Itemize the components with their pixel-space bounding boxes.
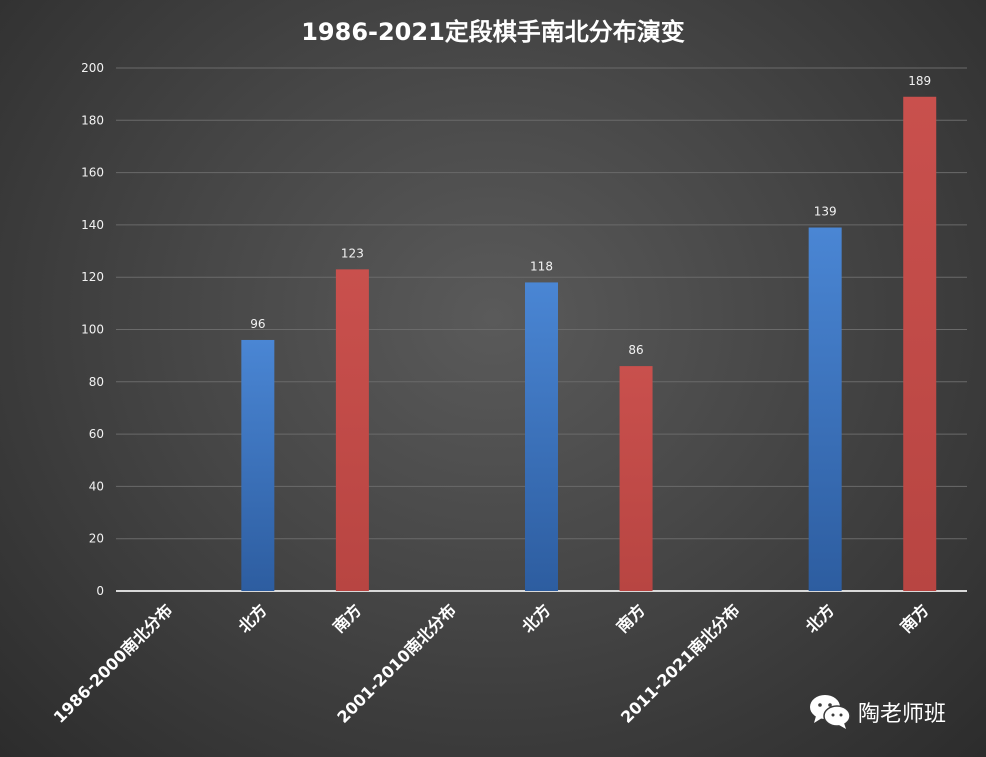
data-label: 189 [908, 74, 931, 88]
data-label: 139 [814, 205, 837, 219]
y-tick-label: 160 [81, 166, 104, 180]
bar-south [619, 366, 653, 591]
x-tick-label: 南方 [329, 600, 365, 636]
y-tick-label: 20 [89, 532, 104, 546]
y-tick-label: 40 [89, 479, 104, 493]
x-tick-label: 1986-2000南北分布 [50, 600, 176, 726]
y-tick-label: 100 [81, 323, 104, 337]
y-tick-label: 60 [89, 427, 104, 441]
data-label: 118 [530, 259, 553, 273]
watermark-text: 陶老师班 [858, 702, 947, 727]
y-tick-label: 180 [81, 113, 104, 127]
data-label: 86 [628, 343, 643, 357]
watermark: 陶老师班 [808, 692, 946, 732]
bar-north [525, 282, 558, 591]
y-tick-label: 200 [81, 61, 104, 75]
bar-north [241, 339, 275, 591]
bar-south [903, 96, 937, 591]
y-tick-label: 140 [81, 218, 104, 232]
wechat-icon [810, 695, 851, 729]
y-tick-label: 80 [89, 375, 104, 389]
y-tick-label: 120 [81, 270, 104, 284]
x-tick-label: 南方 [613, 600, 649, 636]
chart-title: 1986-2021定段棋手南北分布演变 [301, 18, 685, 46]
x-tick-label: 北方 [235, 600, 271, 636]
y-tick-label: 0 [96, 584, 104, 598]
bar-north [808, 227, 842, 591]
x-tick-label: 南方 [896, 600, 932, 636]
x-tick-label: 北方 [518, 600, 554, 636]
data-label: 96 [250, 317, 265, 331]
data-label: 123 [341, 246, 364, 260]
bar-south [335, 269, 369, 591]
x-tick-label: 北方 [802, 600, 838, 636]
